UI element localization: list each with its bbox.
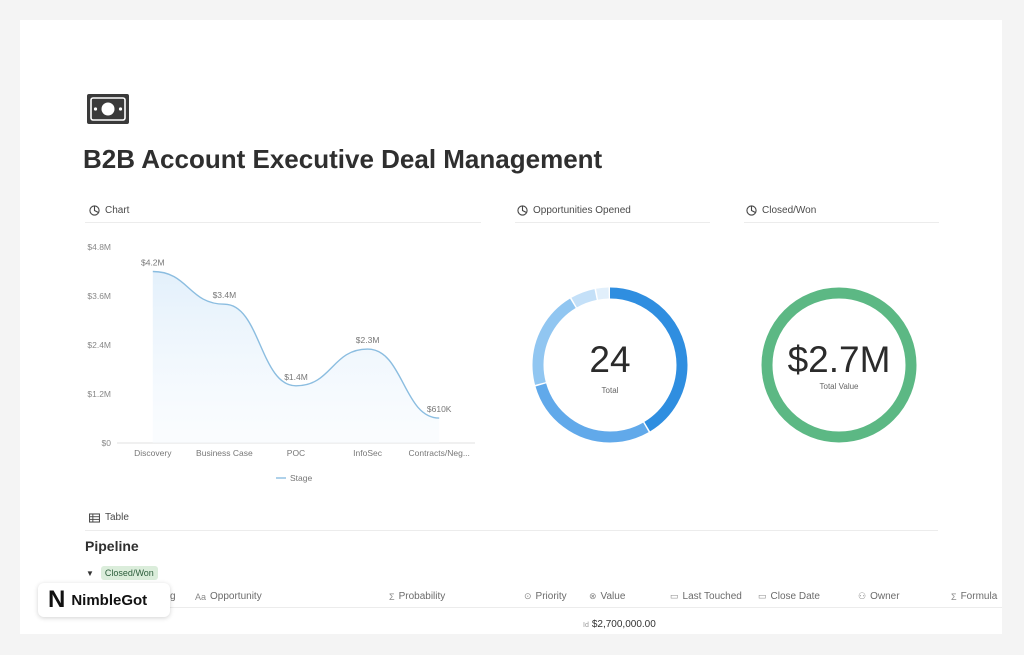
group-toggle-icon[interactable]: ▼	[86, 568, 94, 578]
calendar-icon: ▭	[758, 591, 767, 601]
divider	[515, 222, 710, 223]
column-label: Last Touched	[682, 591, 742, 602]
brand-mark: N	[48, 586, 66, 613]
group-row: ▼ Closed/Won	[86, 566, 158, 580]
data-label: $4.2M	[141, 258, 165, 268]
y-tick-label: $3.6M	[87, 291, 111, 301]
banknote-icon[interactable]	[87, 94, 129, 124]
x-tick-label: POC	[287, 448, 305, 458]
column-header-owner[interactable]: ⚇ Owner	[858, 591, 900, 602]
notion-page: B2B Account Executive Deal Management Ch…	[20, 20, 1002, 634]
data-label: $2.3M	[356, 335, 380, 345]
brand-name: NimbleGot	[71, 591, 148, 609]
status-badge: Closed/Won	[100, 566, 158, 580]
series-line-stage	[152, 270, 440, 419]
chart-icon	[89, 205, 100, 216]
column-label: Probability	[398, 591, 446, 602]
y-tick-label: $2.4M	[87, 340, 111, 350]
data-label: $1.4M	[284, 372, 308, 382]
data-label: $610K	[427, 404, 452, 414]
divider	[85, 222, 481, 223]
x-tick-label: Business Case	[196, 448, 253, 458]
table-block-label: Table	[105, 512, 129, 523]
legend-label[interactable]: Stage	[290, 473, 312, 483]
x-tick-label: InfoSec	[353, 448, 383, 458]
closed-won-total-label: Total Value	[819, 382, 859, 391]
column-header-opportunity[interactable]: Aa Opportunity	[195, 591, 262, 602]
stage-area-chart: $0 $1.2M $2.4M $3.6M $4.8M $4.2M $3.4M $1.4M $2.…	[87, 242, 475, 483]
closed-won-donut	[761, 287, 917, 443]
column-label: g	[170, 591, 176, 602]
sum-value: $2,700,000.00	[591, 619, 656, 630]
data-label: $3.4M	[213, 290, 237, 300]
table-header-divider	[85, 607, 1002, 608]
column-label: Value	[600, 591, 626, 602]
select-icon: ⊙	[524, 591, 532, 601]
divider	[744, 222, 939, 223]
column-header-priority[interactable]: ⊙ Priority	[524, 591, 567, 602]
formula-icon: Σ	[389, 591, 395, 602]
y-tick-label: $1.2M	[87, 389, 111, 399]
opportunities-donut	[532, 287, 688, 443]
opportunities-total-value: 24	[589, 339, 631, 380]
value-sum-cell[interactable]: Id $2,700,000.00	[583, 619, 656, 630]
closed-won-block-header[interactable]: Closed/Won	[746, 205, 816, 216]
people-icon: ⚇	[858, 591, 867, 601]
calendar-icon: ▭	[670, 591, 679, 601]
column-header-last-touched[interactable]: ▭ Last Touched	[670, 591, 742, 602]
column-label: Priority	[535, 591, 567, 602]
closed-won-total-value: $2.7M	[787, 339, 891, 380]
page-title: B2B Account Executive Deal Management	[83, 144, 603, 174]
opportunities-block-header[interactable]: Opportunities Opened	[517, 205, 631, 216]
table-icon	[89, 512, 100, 523]
column-header-close-date[interactable]: ▭ Close Date	[758, 591, 820, 602]
column-header-value[interactable]: ⊗ Value	[589, 591, 625, 602]
text-icon: Aa	[195, 591, 207, 602]
closed-won-block-label: Closed/Won	[762, 205, 817, 216]
donut-slice	[532, 287, 688, 443]
sum-label: Id	[583, 622, 589, 629]
column-header-partial[interactable]: g	[170, 591, 176, 602]
column-label: Owner	[870, 591, 900, 602]
column-header-probability[interactable]: Σ Probability	[389, 591, 445, 602]
brand-logo: N NimbleGot	[38, 583, 170, 617]
donut-slice	[532, 287, 688, 443]
chart-block-label: Chart	[105, 205, 130, 216]
opportunities-total-label: Total	[601, 386, 619, 395]
column-label: Formula	[960, 591, 998, 602]
divider	[85, 530, 938, 531]
chart-block-header[interactable]: Chart	[89, 205, 129, 216]
series-area-stage	[152, 271, 440, 443]
donut-slice	[532, 287, 688, 443]
column-header-formula[interactable]: Σ Formula	[951, 591, 997, 602]
donut-slice	[761, 287, 917, 443]
x-tick-label: Contracts/Neg...	[408, 448, 469, 458]
opportunities-block-label: Opportunities Opened	[533, 205, 631, 216]
chart-icon	[517, 205, 528, 216]
x-tick-label: Discovery	[134, 448, 172, 458]
table-title: Pipeline	[85, 538, 139, 554]
y-tick-label: $0	[102, 438, 112, 448]
column-label: Close Date	[770, 591, 820, 602]
formula-icon: Σ	[951, 591, 957, 602]
link-icon: ⊗	[589, 591, 597, 601]
y-tick-label: $4.8M	[87, 242, 111, 252]
column-label: Opportunity	[210, 591, 262, 602]
chart-icon	[746, 205, 757, 216]
table-block-header[interactable]: Table	[89, 512, 129, 523]
